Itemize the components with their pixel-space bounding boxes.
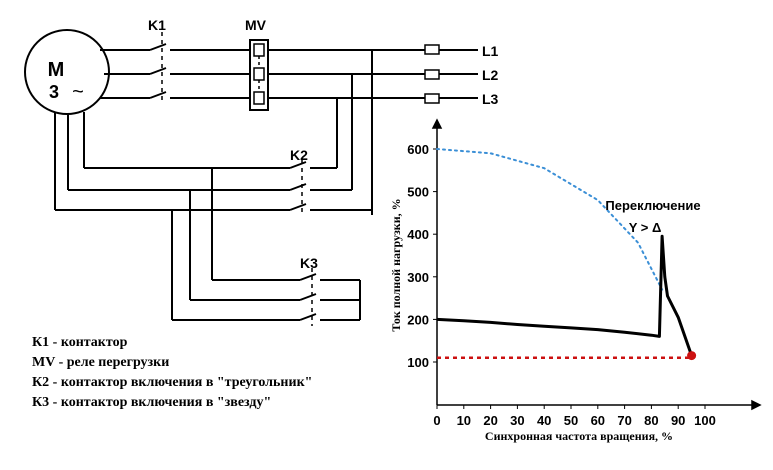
y-tick-label: 500 [407, 185, 429, 200]
legend-item-k3: К3 - контактор включения в "звезду" [32, 395, 272, 410]
line-l3-label: L3 [482, 91, 499, 107]
mv-overload-relay [249, 39, 269, 111]
x-tick-label: 10 [457, 413, 471, 428]
x-tick-label: 70 [617, 413, 631, 428]
x-tick-label: 0 [433, 413, 440, 428]
k2-contactor [55, 160, 372, 214]
switch-annotation: Переключение [605, 198, 700, 213]
k3-contactor [172, 268, 361, 326]
end-point-marker [687, 351, 697, 361]
fuses [424, 44, 440, 104]
line-l1-label: L1 [482, 43, 499, 59]
current-speed-chart: 0 10 20 30 40 50 60 70 80 90 100 100 200 300 400 500 60… [389, 118, 762, 443]
legend-item-mv: MV - реле перегрузки [32, 355, 170, 370]
circuit-labels: M 3 ~ K1 MV K2 K3 L1 L2 L3 [48, 17, 499, 271]
line-l2-label: L2 [482, 67, 499, 83]
x-tick-label: 30 [510, 413, 524, 428]
y-tick-label: 200 [407, 312, 429, 327]
x-tick-label: 80 [644, 413, 658, 428]
x-axis-arrow-icon [751, 399, 762, 411]
k2-label: K2 [290, 147, 308, 163]
chart-axes [431, 118, 762, 411]
legend: К1 - контактор MV - реле перегрузки К2 -… [32, 333, 412, 413]
legend-item-k1: К1 - контактор [32, 335, 128, 350]
y-tick-label: 300 [407, 270, 429, 285]
y-tick-label: 400 [407, 227, 429, 242]
y-tick-label: 100 [407, 355, 429, 370]
chart-series [436, 148, 697, 361]
motor-label-3: 3 [49, 82, 59, 102]
x-tick-label: 40 [537, 413, 551, 428]
x-tick-label: 50 [564, 413, 578, 428]
y-tick-label: 600 [407, 142, 429, 157]
k3-label: K3 [300, 255, 318, 271]
motor-symbol [24, 29, 110, 115]
mv-label: MV [245, 17, 267, 33]
series-line-dotted-blue [436, 148, 664, 291]
motor-label-m: M [48, 59, 65, 81]
x-tick-label: 90 [671, 413, 685, 428]
legend-item-k2: К2 - контактор включения в "треугольник" [32, 375, 313, 390]
y-axis-label: Ток полной нагрузки, % [389, 198, 403, 331]
x-tick-label: 100 [694, 413, 716, 428]
series-line-solid-black [436, 234, 694, 357]
y-axis-arrow-icon [431, 118, 443, 129]
k1-label: K1 [148, 17, 166, 33]
x-axis-label: Синхронная частота вращения, % [485, 429, 673, 443]
x-tick-label: 20 [483, 413, 497, 428]
x-tick-labels: 0 10 20 30 40 50 60 70 80 90 100 [433, 405, 716, 428]
switch-annotation-star-delta: Y > Δ [629, 220, 662, 235]
motor-tilde-icon: ~ [72, 81, 84, 103]
circuit-diagram [24, 29, 478, 326]
x-tick-label: 60 [591, 413, 605, 428]
k1-contactor [149, 32, 250, 102]
